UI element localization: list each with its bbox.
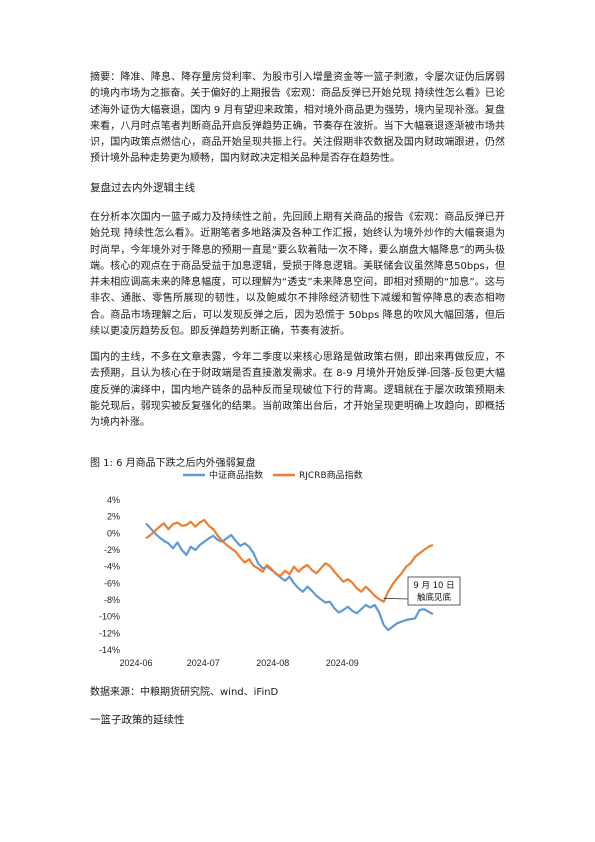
x-tick-label: 2024-09 <box>326 658 359 668</box>
x-tick-label: 2024-06 <box>119 658 152 668</box>
annotation-date: 9 月 10 日 <box>413 581 454 591</box>
commodity-index-line-chart: 中证商品指数 RJCRB商品指数 4% 2% 0% -2% -4% -6% -8% -10% -1… <box>99 469 461 668</box>
body-paragraph-domestic: 国内的主线，不多在文章表露，今年二季度以来核心思路是做政策右侧，即出来再做反应，… <box>90 352 505 429</box>
chart-series <box>145 518 434 632</box>
y-tick-label: -4% <box>104 562 120 572</box>
series-line-csi-commodity <box>145 522 434 632</box>
y-axis: 4% 2% 0% -2% -4% -6% -8% -10% -12% -14% <box>99 495 120 655</box>
summary-paragraph: 摘要：降准、降息、降存量房贷利率、为股市引入增量资金等一篮子刺激，令屡次证伪后孱… <box>90 72 505 165</box>
x-tick-label: 2024-07 <box>187 658 220 668</box>
data-source-note: 数据来源：中粮期货研究院、wind、iFinD <box>90 687 279 698</box>
y-tick-label: -14% <box>99 645 120 655</box>
y-tick-label: -12% <box>99 628 120 638</box>
section-heading-review: 复盘过去内外逻辑主线 <box>90 182 195 194</box>
y-tick-label: 2% <box>107 512 120 522</box>
section-heading-policy: 一篮子政策的延续性 <box>90 714 185 726</box>
chart-legend: 中证商品指数 RJCRB商品指数 <box>183 469 363 481</box>
y-tick-label: -10% <box>99 612 120 622</box>
series-line-rjcrb <box>145 518 434 603</box>
annotation-pointer <box>383 597 409 600</box>
y-tick-label: -2% <box>104 545 120 555</box>
figure-caption: 图 1: 6 月商品下跌之后内外强弱复盘 <box>90 458 256 469</box>
y-tick-label: -6% <box>104 578 120 588</box>
legend-label: RJCRB商品指数 <box>299 469 363 481</box>
x-axis: 2024-06 2024-07 2024-08 2024-09 <box>119 658 358 668</box>
annotation-text: 触底见底 <box>417 592 452 603</box>
legend-label: 中证商品指数 <box>209 469 263 481</box>
x-tick-label: 2024-08 <box>256 658 289 668</box>
y-tick-label: -8% <box>104 595 120 605</box>
y-tick-label: 4% <box>107 495 120 505</box>
annotation-box <box>407 576 461 606</box>
y-tick-label: 0% <box>107 528 120 538</box>
body-paragraph-review: 在分析本次国内一篮子威力及持续性之前，先回顾上期有关商品的报告《宏观：商品反弹已… <box>90 212 505 338</box>
